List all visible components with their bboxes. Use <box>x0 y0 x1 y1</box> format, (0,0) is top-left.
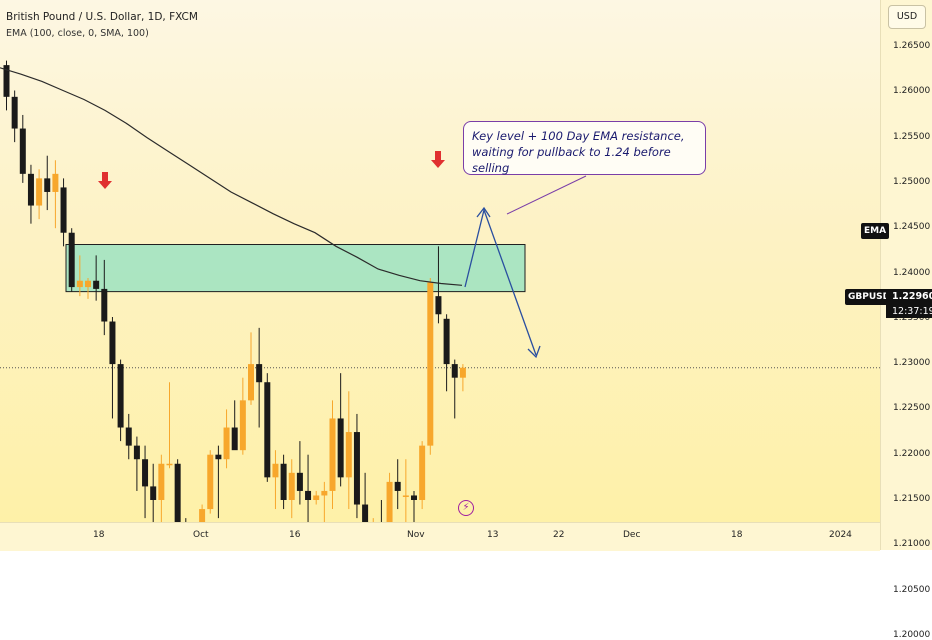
candle-body <box>435 296 442 315</box>
candle-body <box>76 280 83 288</box>
candle-body <box>101 288 108 322</box>
time-tick-label: 2024 <box>829 530 852 540</box>
price-tick-label: 1.22000 <box>893 448 931 459</box>
candle-body <box>207 454 214 510</box>
candle-body <box>394 481 401 491</box>
candle-body <box>117 364 124 428</box>
candle-body <box>451 364 458 378</box>
candle-body <box>427 282 434 446</box>
candle-body <box>133 445 140 460</box>
price-tick-label: 1.25000 <box>893 176 931 187</box>
candle-body <box>419 445 426 500</box>
currency-button[interactable]: USD <box>888 5 926 29</box>
price-tick-label: 1.20500 <box>893 584 931 595</box>
candle-body <box>3 65 10 97</box>
candle-body <box>52 173 59 192</box>
chart-title[interactable]: British Pound / U.S. Dollar, 1D, FXCM <box>6 11 198 23</box>
projection-arrowhead-up <box>476 206 491 218</box>
annotation-callout[interactable]: Key level + 100 Day EMA resistance, wait… <box>463 121 706 175</box>
price-tick-label: 1.25500 <box>893 131 931 142</box>
candle-body <box>443 318 450 365</box>
lightning-icon[interactable]: ⚡ <box>458 500 474 516</box>
down-arrow-icon <box>431 151 445 168</box>
symbol-tag: GBPUSD <box>845 289 894 305</box>
time-tick-label: Dec <box>623 530 641 540</box>
time-axis[interactable] <box>0 522 880 551</box>
time-tick-label: Oct <box>193 530 209 540</box>
last-price-label: 1.22960 <box>886 289 932 305</box>
candle-body <box>386 481 393 522</box>
candle-body <box>199 509 206 522</box>
candle-body <box>125 427 132 446</box>
candle-body <box>36 178 43 206</box>
down-arrow-icon <box>98 172 112 189</box>
price-tick-label: 1.21500 <box>893 494 931 504</box>
candle-body <box>60 187 67 233</box>
ema-line <box>0 67 463 286</box>
candle-body <box>353 432 360 505</box>
price-chart[interactable] <box>0 0 880 522</box>
candle-body <box>85 280 91 288</box>
candle-body <box>272 463 279 478</box>
ema-legend[interactable]: EMA (100, close, 0, SMA, 100) <box>6 28 149 39</box>
candle-body <box>329 418 336 491</box>
price-tick-label: 1.21000 <box>893 539 931 550</box>
candle-body <box>256 364 263 383</box>
candle-body <box>248 364 254 401</box>
candle-body <box>459 367 466 378</box>
candle-body <box>411 495 417 500</box>
candle-body <box>288 472 295 500</box>
time-tick-label: 16 <box>289 530 301 540</box>
candle-body <box>150 486 157 500</box>
annotation-line-2: waiting for pullback to 1.24 before sell… <box>472 145 671 175</box>
projection-path <box>464 207 537 356</box>
candle-body <box>313 495 320 500</box>
price-tick-label: 1.23000 <box>893 358 931 369</box>
candle-body <box>239 400 246 451</box>
ema-tag: EMA <box>861 223 890 239</box>
price-tick-label: 1.24000 <box>893 267 931 278</box>
candle-body <box>93 280 100 289</box>
candle-body <box>231 427 238 451</box>
candle-body <box>321 490 328 496</box>
candle-body <box>345 432 352 478</box>
candle-body <box>305 490 312 500</box>
price-tick-label: 1.26500 <box>893 41 931 51</box>
candle-body <box>215 454 222 460</box>
countdown-label: 12:37:19 <box>886 305 932 318</box>
candle-body <box>158 463 165 500</box>
price-axis[interactable] <box>880 0 932 550</box>
candle-body <box>142 459 149 487</box>
candle-body <box>223 427 230 460</box>
annotation-line-1: Key level + 100 Day EMA resistance, <box>472 129 685 143</box>
candle-body <box>166 463 173 466</box>
candle-body <box>280 463 287 500</box>
candle-body <box>109 321 116 365</box>
price-tick-label: 1.24500 <box>893 222 931 233</box>
candle-body <box>337 418 344 478</box>
candle-body <box>264 382 271 478</box>
candle-body <box>402 495 409 497</box>
candle-body <box>19 128 26 174</box>
price-tick-label: 1.26000 <box>893 86 931 97</box>
time-tick-label: 13 <box>487 530 499 540</box>
callout-pointer <box>506 175 587 215</box>
time-tick-label: 22 <box>553 530 565 540</box>
time-tick-label: 18 <box>731 530 743 540</box>
price-tick-label: 1.22500 <box>893 403 931 414</box>
chart-area[interactable]: British Pound / U.S. Dollar, 1D, FXCM EM… <box>0 0 880 522</box>
candle-body <box>174 463 181 522</box>
candle-body <box>362 504 369 522</box>
candle-body <box>68 232 75 288</box>
candle-body <box>296 472 303 491</box>
candle-body <box>11 96 18 129</box>
price-tick-label: 1.20000 <box>893 629 931 640</box>
candle-body <box>27 173 34 206</box>
candle-body <box>44 178 51 192</box>
time-tick-label: 18 <box>93 530 105 540</box>
time-tick-label: Nov <box>407 530 425 540</box>
projection-arrowhead-down <box>527 345 541 359</box>
